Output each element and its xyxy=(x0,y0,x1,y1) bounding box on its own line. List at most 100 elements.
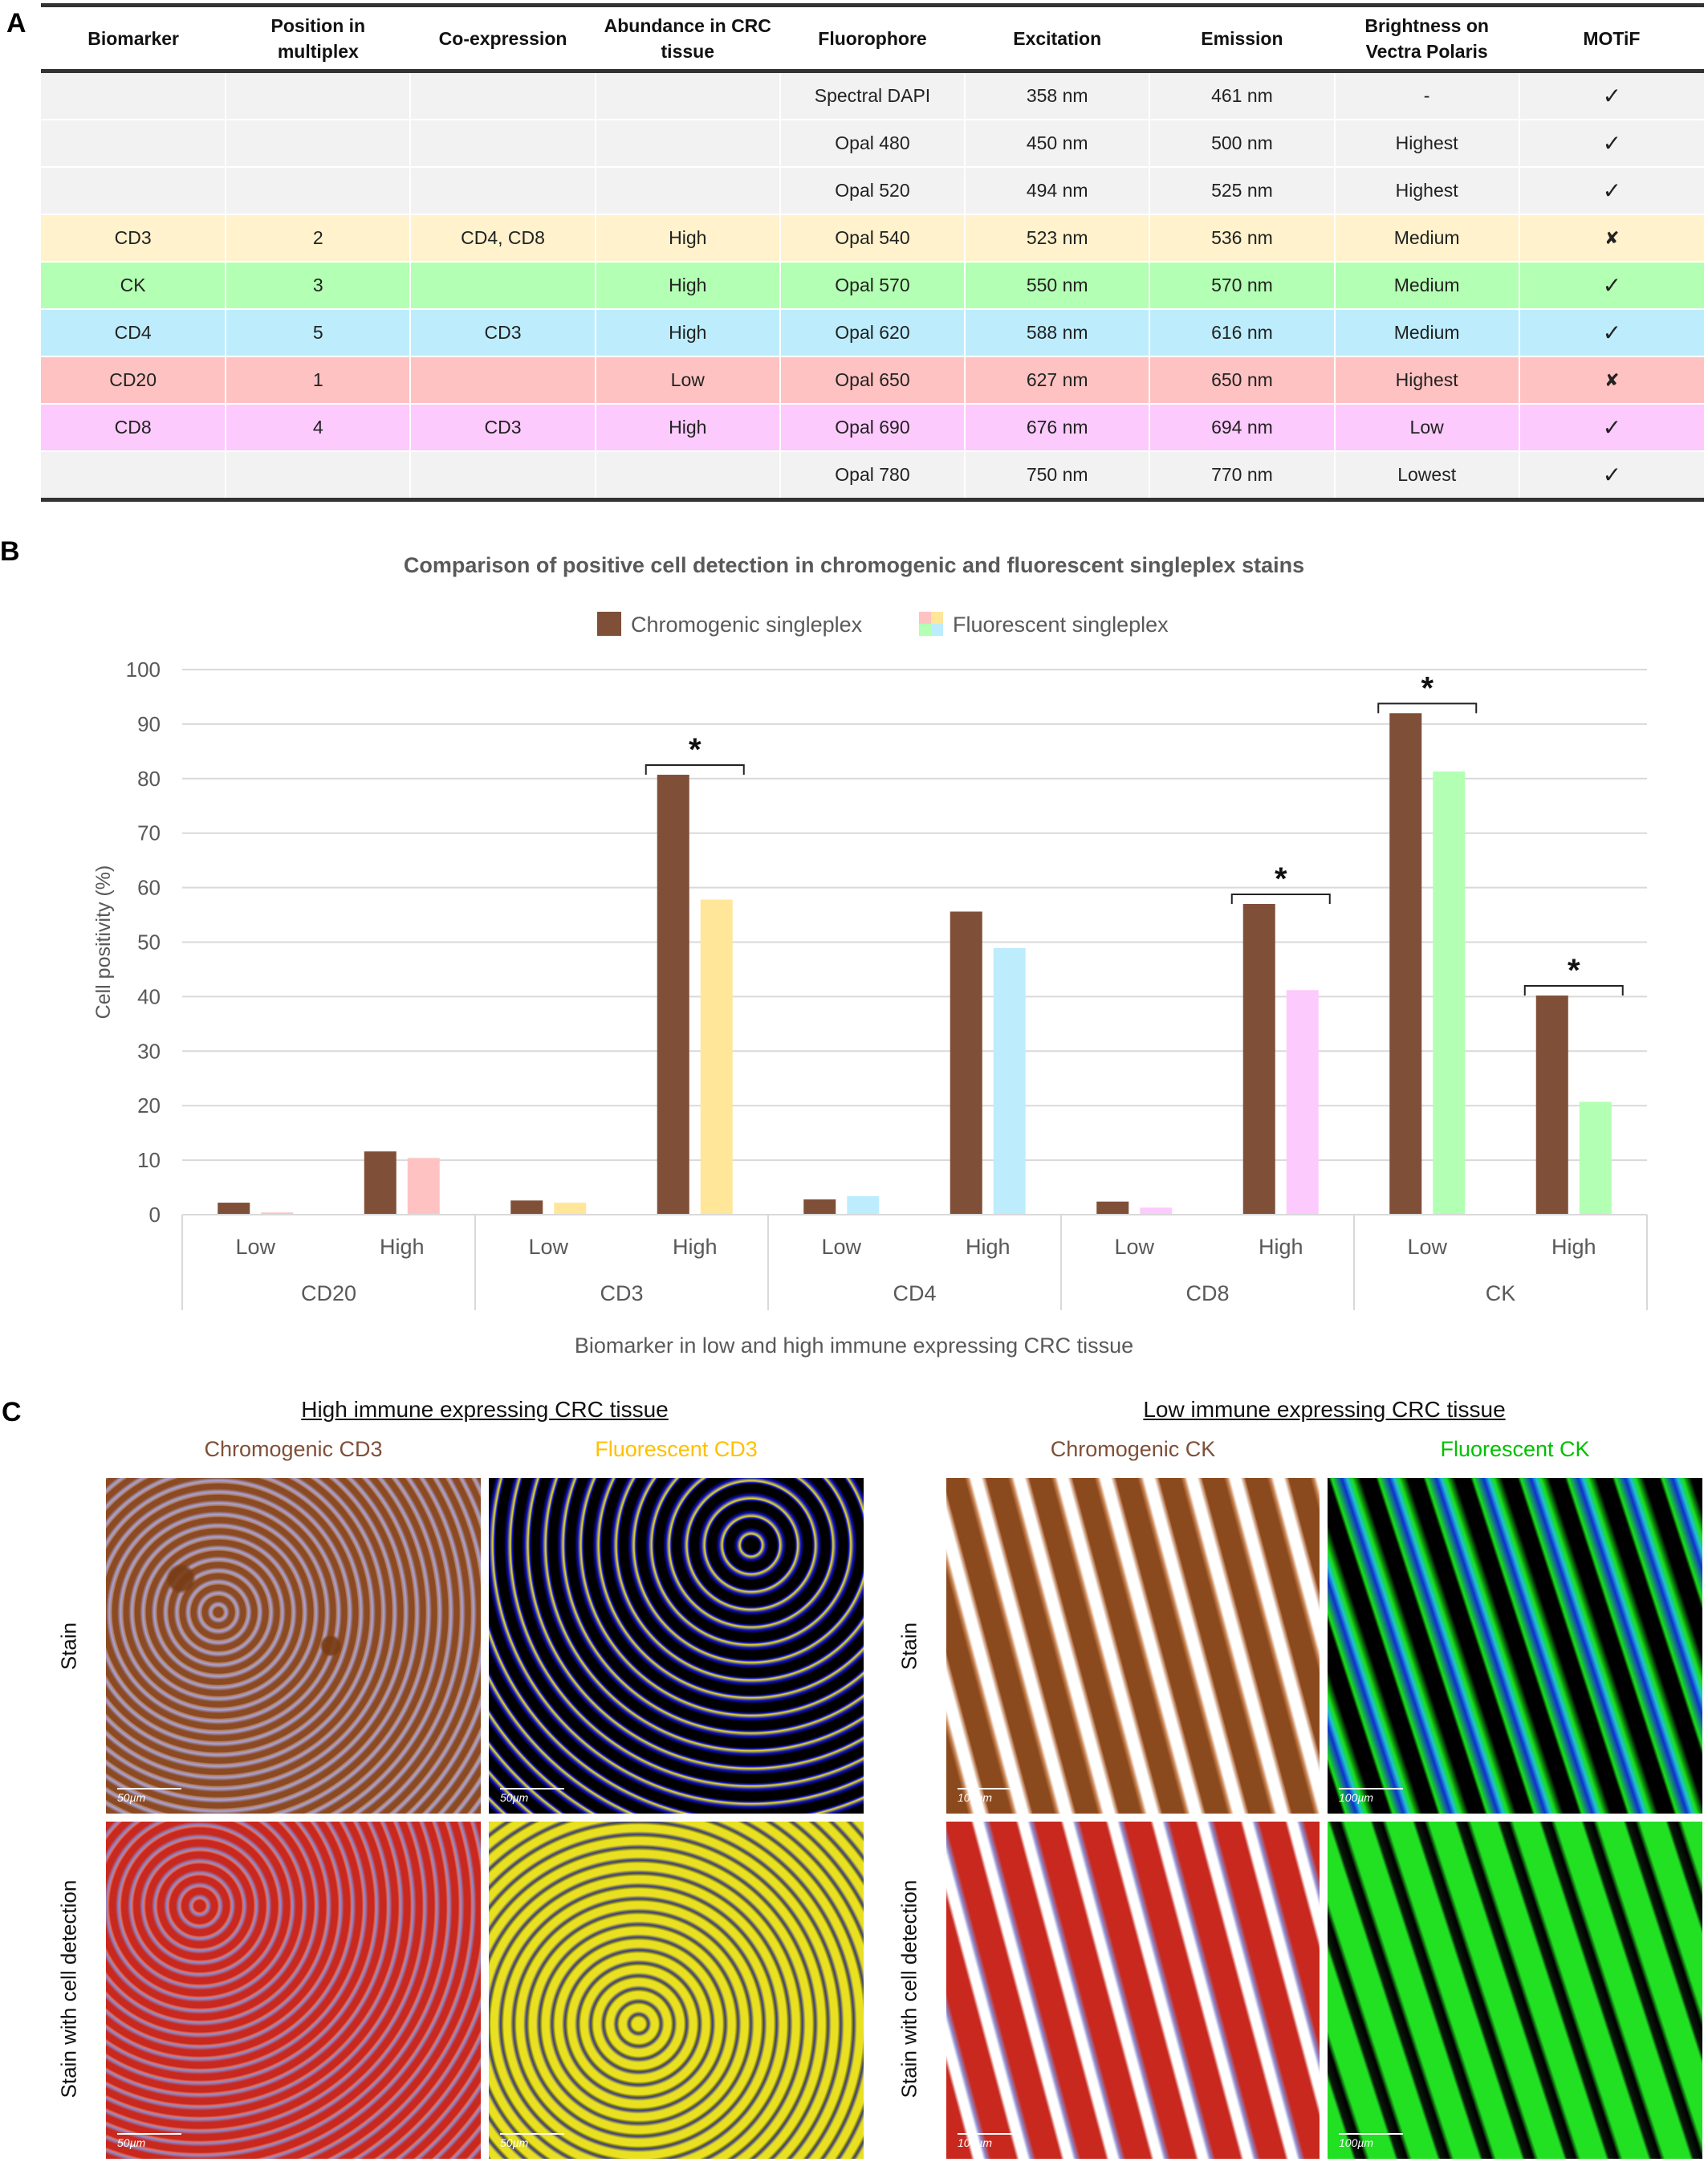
table-header-row: Biomarker Position in multiplex Co-expre… xyxy=(41,3,1704,73)
x-tick-label: Low xyxy=(1114,1235,1154,1259)
x-tick-label: High xyxy=(380,1235,425,1259)
cell-brightness: Lowest xyxy=(1334,451,1520,502)
row-label-stain-left: Stain xyxy=(56,1622,81,1671)
cell-brightness: Medium xyxy=(1334,262,1520,310)
cell-brightness: Medium xyxy=(1334,309,1520,357)
cell-coexpression xyxy=(410,262,596,310)
cell-brightness: Highest xyxy=(1334,167,1520,215)
col-label-chromogenic-cd3: Chromogenic CD3 xyxy=(204,1437,383,1461)
bar-fluorescent-cd20-low xyxy=(261,1212,294,1215)
cell-biomarker xyxy=(41,167,227,215)
cell-fluorophore: Opal 480 xyxy=(779,120,966,168)
image-chromogenic-ck-stain: 100µm xyxy=(946,1478,1320,1814)
cell-excitation: 627 nm xyxy=(965,356,1151,405)
cell-fluorophore: Opal 570 xyxy=(779,262,966,310)
x-tick-label: Low xyxy=(1407,1235,1447,1259)
table-row: Opal 480 450 nm 500 nm Highest ✓ xyxy=(41,120,1704,168)
cell-emission: 461 nm xyxy=(1149,71,1336,120)
x-tick-label: High xyxy=(1259,1235,1303,1259)
chart-title: Comparison of positive cell detection in… xyxy=(404,553,1304,577)
x-tick-label: High xyxy=(673,1235,718,1259)
table-row: Spectral DAPI 358 nm 461 nm - ✓ xyxy=(41,71,1704,120)
panel-b-label: B xyxy=(0,536,20,567)
heading-high-immune: High immune expressing CRC tissue xyxy=(301,1397,669,1422)
cell-emission: 650 nm xyxy=(1149,356,1336,405)
cell-biomarker: CD20 xyxy=(41,356,227,405)
bar-chart: Comparison of positive cell detection in… xyxy=(92,553,1648,1358)
cell-coexpression xyxy=(410,451,596,502)
table-row: CD8 4 CD3 High Opal 690 676 nm 694 nm Low ✓ xyxy=(41,404,1704,452)
x-tick-label: High xyxy=(966,1235,1011,1259)
row-label-detection-left: Stain with cell detection xyxy=(56,1879,81,2099)
cell-excitation: 358 nm xyxy=(965,71,1151,120)
cell-fluorophore: Opal 690 xyxy=(779,404,966,452)
cell-brightness: Low xyxy=(1334,404,1520,452)
fluorophore-table: Biomarker Position in multiplex Co-expre… xyxy=(41,3,1704,502)
scale-bar: 50µm xyxy=(117,2133,181,2149)
scale-bar: 100µm xyxy=(958,1788,1022,1804)
cell-brightness: - xyxy=(1334,71,1520,120)
x-group-label: CD4 xyxy=(893,1281,936,1305)
cell-brightness: Highest xyxy=(1334,356,1520,405)
bar-chromogenic-ck-high xyxy=(1535,995,1568,1215)
x-tick-label: High xyxy=(1551,1235,1596,1259)
x-tick-label: Low xyxy=(528,1235,568,1259)
table-row: Opal 520 494 nm 525 nm Highest ✓ xyxy=(41,167,1704,215)
significance-bracket xyxy=(1230,893,1331,904)
legend-swatch-fluorescent-q2 xyxy=(931,612,943,624)
header-motif: MOTiF xyxy=(1519,3,1704,73)
scale-bar: 50µm xyxy=(117,1788,181,1804)
cell-biomarker: CD3 xyxy=(41,214,227,263)
cell-position: 4 xyxy=(226,404,412,452)
bar-chromogenic-cd8-low xyxy=(1096,1201,1129,1215)
scale-bar: 100µm xyxy=(958,2133,1022,2149)
cell-excitation: 676 nm xyxy=(965,404,1151,452)
cell-emission: 770 nm xyxy=(1149,451,1336,502)
image-chromogenic-ck-detection: 100µm xyxy=(946,1822,1320,2159)
cell-biomarker xyxy=(41,71,227,120)
cell-brightness: Medium xyxy=(1334,214,1520,263)
x-group-label: CD20 xyxy=(301,1281,356,1305)
table-row: CK 3 High Opal 570 550 nm 570 nm Medium ✓ xyxy=(41,262,1704,310)
table-row: CD4 5 CD3 High Opal 620 588 nm 616 nm Medium ✓ xyxy=(41,309,1704,357)
x-tick-label: Low xyxy=(235,1235,275,1259)
scale-bar: 50µm xyxy=(500,2133,564,2149)
cell-coexpression xyxy=(410,167,596,215)
cell-fluorophore: Spectral DAPI xyxy=(779,71,966,120)
col-label-chromogenic-ck: Chromogenic CK xyxy=(1050,1437,1216,1461)
header-abundance: Abundance in CRC tissue xyxy=(595,3,780,73)
bar-fluorescent-cd4-high xyxy=(993,947,1026,1215)
bar-fluorescent-cd4-low xyxy=(847,1195,880,1215)
check-icon: ✓ xyxy=(1519,404,1704,452)
header-position: Position in multiplex xyxy=(226,3,411,73)
y-tick-label: 30 xyxy=(137,1039,161,1063)
cell-excitation: 450 nm xyxy=(965,120,1151,168)
cross-icon: ✘ xyxy=(1519,356,1704,405)
cell-coexpression: CD3 xyxy=(410,309,596,357)
y-tick-label: 90 xyxy=(137,712,161,736)
cell-biomarker: CD8 xyxy=(41,404,227,452)
scale-bar: 100µm xyxy=(1339,2133,1403,2149)
table-row: CD3 2 CD4, CD8 High Opal 540 523 nm 536 nm Medi… xyxy=(41,214,1704,263)
y-tick-label: 100 xyxy=(126,658,161,682)
col-label-fluorescent-cd3: Fluorescent CD3 xyxy=(595,1437,758,1461)
significance-bracket xyxy=(645,764,745,776)
y-tick-label: 10 xyxy=(137,1148,161,1172)
legend-swatch-fluorescent-q1 xyxy=(919,612,931,624)
x-group-label: CD3 xyxy=(600,1281,643,1305)
check-icon: ✓ xyxy=(1519,167,1704,215)
bar-fluorescent-cd3-low xyxy=(554,1203,587,1215)
cell-coexpression: CD4, CD8 xyxy=(410,214,596,263)
cross-icon: ✘ xyxy=(1519,214,1704,263)
x-axis-label: Biomarker in low and high immune express… xyxy=(575,1333,1133,1358)
x-tick-label: Low xyxy=(821,1235,861,1259)
cell-position xyxy=(226,451,412,502)
header-biomarker: Biomarker xyxy=(41,3,226,73)
header-coexpression: Co-expression xyxy=(410,3,596,73)
cell-emission: 616 nm xyxy=(1149,309,1336,357)
y-tick-label: 40 xyxy=(137,984,161,1008)
cell-position xyxy=(226,167,412,215)
cell-position: 3 xyxy=(226,262,412,310)
bar-chromogenic-cd4-high xyxy=(950,911,982,1215)
row-label-stain-right: Stain xyxy=(897,1622,921,1671)
